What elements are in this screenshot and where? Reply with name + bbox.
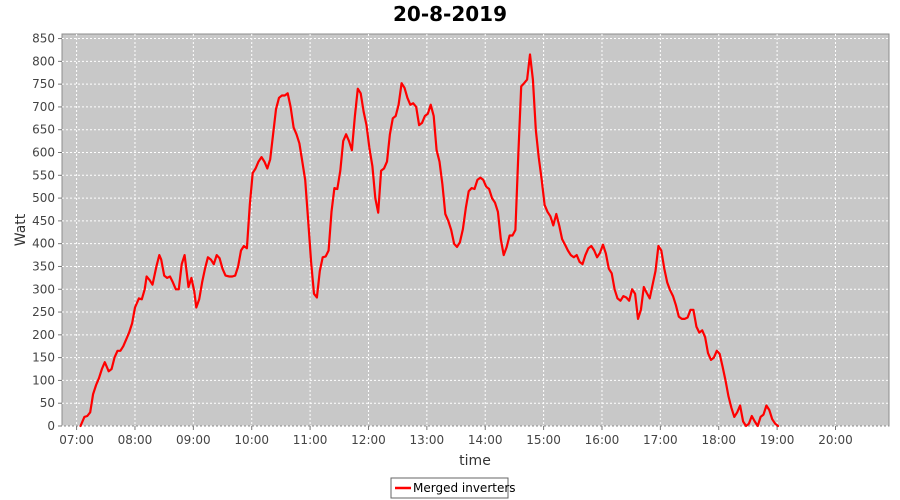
chart-title: 20-8-2019 <box>393 2 507 26</box>
series-line-0 <box>79 53 780 428</box>
x-tick-label: 10:00 <box>234 433 269 447</box>
x-tick-label: 07:00 <box>59 433 94 447</box>
y-tick-label: 600 <box>32 146 55 160</box>
y-tick-label: 250 <box>32 305 55 319</box>
y-tick-label: 650 <box>32 123 55 137</box>
y-tick-label: 550 <box>32 168 55 182</box>
x-tick-label: 11:00 <box>293 433 328 447</box>
y-tick-label: 850 <box>32 32 55 46</box>
y-tick-label: 300 <box>32 282 55 296</box>
y-tick-label: 50 <box>40 396 55 410</box>
y-axis-title: Watt <box>13 213 29 246</box>
legend-label: Merged inverters <box>413 481 516 495</box>
x-tick-label: 20:00 <box>818 433 853 447</box>
x-tick-label: 18:00 <box>701 433 736 447</box>
y-tick-label: 100 <box>32 373 55 387</box>
y-axis: 0 50 100 150 200 250 300 350 400 450 500 550 600 650 7… <box>32 32 62 433</box>
y-tick-label: 350 <box>32 259 55 273</box>
x-tick-label: 09:00 <box>176 433 211 447</box>
x-axis-title: time <box>459 453 491 469</box>
y-tick-label: 700 <box>32 100 55 114</box>
y-tick-label: 750 <box>32 77 55 91</box>
plot-area <box>61 33 890 427</box>
grid <box>62 34 889 427</box>
y-tick-label: 800 <box>32 54 55 68</box>
x-axis: 07:00 08:00 09:00 10:00 11:00 12:00 13:00 14:00… <box>59 426 853 447</box>
legend: Merged inverters <box>390 477 516 499</box>
x-tick-label: 08:00 <box>118 433 153 447</box>
x-tick-label: 16:00 <box>585 433 620 447</box>
x-tick-label: 17:00 <box>643 433 678 447</box>
y-tick-label: 400 <box>32 237 55 251</box>
x-tick-label: 19:00 <box>760 433 795 447</box>
legend-box <box>390 477 509 499</box>
x-tick-label: 14:00 <box>468 433 503 447</box>
y-tick-label: 500 <box>32 191 55 205</box>
x-tick-label: 12:00 <box>351 433 386 447</box>
series-layer <box>79 53 780 428</box>
y-tick-label: 200 <box>32 328 55 342</box>
y-tick-label: 450 <box>32 214 55 228</box>
x-tick-label: 13:00 <box>410 433 445 447</box>
y-tick-label: 150 <box>32 351 55 365</box>
x-tick-label: 15:00 <box>526 433 561 447</box>
y-tick-label: 0 <box>47 419 55 433</box>
